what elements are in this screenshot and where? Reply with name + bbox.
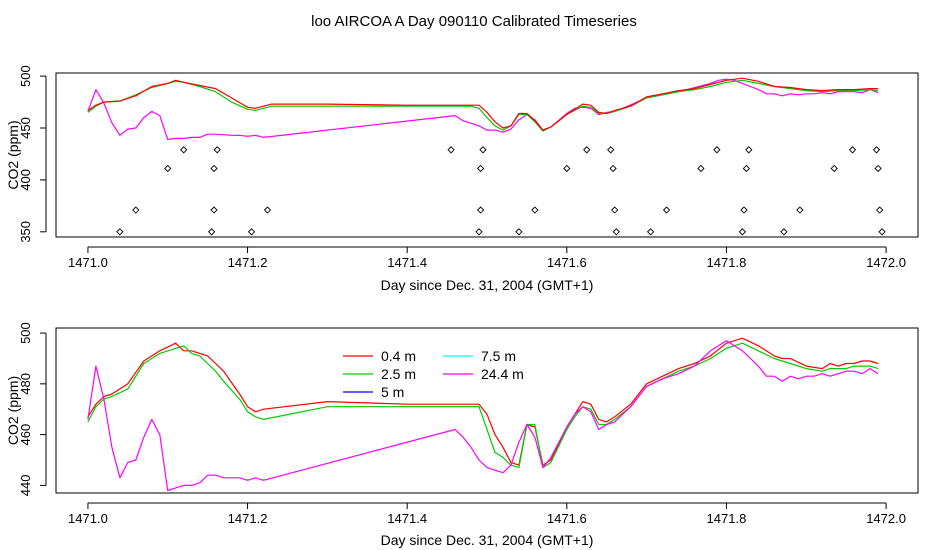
diamond-marker [164, 164, 172, 173]
diamond-marker [876, 206, 884, 214]
legend-label: 24.4 m [481, 366, 524, 382]
diamond-marker [830, 164, 838, 173]
x-tick-label: 1471.8 [707, 511, 747, 526]
y-tick-label: 400 [18, 169, 33, 191]
diamond-marker [476, 164, 485, 173]
y-axis-label: CO2 (ppm) [5, 120, 21, 189]
diamond-marker [263, 206, 272, 214]
diamond-marker [479, 146, 487, 154]
x-axis-label: Day since Dec. 31, 2004 (GMT+1) [381, 532, 594, 548]
y-tick-label: 480 [18, 373, 33, 395]
diamond-marker [563, 164, 571, 173]
plot-frame [55, 327, 919, 494]
panel-bottom: 1471.0 1471.2 1471.4 1471.6 1471.8 1472.0 Day … [5, 322, 919, 548]
series-line-24-4-m [87, 340, 879, 492]
y-tick-label: 450 [18, 117, 33, 139]
y-tick-label: 440 [18, 475, 33, 497]
series-line-0-4-m [87, 77, 879, 131]
diamond-marker [447, 146, 455, 154]
diamond-marker [874, 164, 882, 173]
diamond-marker [213, 146, 221, 154]
legend-label: 7.5 m [481, 348, 516, 364]
figure-title: loo AIRCOA A Day 090110 Calibrated Times… [311, 13, 637, 30]
x-tick-label: 1471.0 [68, 255, 108, 270]
x-tick-label: 1472.0 [866, 255, 906, 270]
diamond-marker [697, 164, 705, 173]
diamond-marker [609, 164, 617, 173]
legend-label: 0.4 m [381, 348, 416, 364]
diamond-marker [210, 206, 218, 214]
diamond-marker [247, 228, 256, 236]
x-tick-label: 1471.2 [228, 511, 268, 526]
x-tick-label: 1472.0 [866, 511, 906, 526]
diamond-marker [132, 206, 140, 214]
x-tick-label: 1471.8 [707, 255, 747, 270]
diamond-marker [848, 146, 857, 154]
x-axis-label: Day since Dec. 31, 2004 (GMT+1) [381, 277, 594, 293]
diamond-marker [738, 228, 747, 236]
legend-label: 2.5 m [381, 366, 416, 382]
diamond-marker [607, 146, 615, 154]
diamond-marker [475, 228, 483, 236]
x-tick-label: 1471.4 [387, 511, 427, 526]
x-tick-label: 1471.6 [547, 255, 587, 270]
diamond-marker [872, 146, 881, 154]
diamond-marker [646, 228, 655, 236]
diamond-marker [208, 228, 216, 236]
y-tick-label: 500 [18, 322, 33, 344]
diamond-marker [210, 164, 218, 173]
diamond-marker [180, 146, 188, 154]
diamond-marker [740, 206, 748, 214]
x-tick-label: 1471.4 [387, 255, 427, 270]
diamond-marker [116, 228, 124, 236]
y-tick-label: 460 [18, 424, 33, 446]
diamond-marker [796, 206, 804, 214]
x-tick-label: 1471.0 [68, 511, 108, 526]
diamond-marker [780, 228, 788, 236]
diamond-marker [476, 206, 485, 214]
y-axis-label: CO2 (ppm) [5, 376, 21, 445]
diamond-marker [612, 228, 620, 236]
y-tick-label: 500 [18, 65, 33, 87]
diamond-marker [611, 206, 619, 214]
diamond-marker [662, 206, 671, 214]
diamond-marker [878, 228, 886, 236]
diamond-marker [531, 206, 539, 214]
diamond-marker [742, 164, 751, 173]
diamond-marker [583, 146, 591, 154]
y-tick-label: 350 [18, 221, 33, 243]
diamond-marker [515, 228, 523, 236]
panel-top: 1471.0 1471.2 1471.4 1471.6 1471.8 1472.0 Day … [5, 65, 919, 293]
plot-frame [55, 72, 919, 238]
diamond-marker [713, 146, 721, 154]
series-line-2-5-m [87, 79, 879, 132]
x-tick-label: 1471.2 [228, 255, 268, 270]
x-tick-label: 1471.6 [547, 511, 587, 526]
diamond-marker [745, 146, 753, 154]
legend-label: 5 m [381, 384, 404, 400]
